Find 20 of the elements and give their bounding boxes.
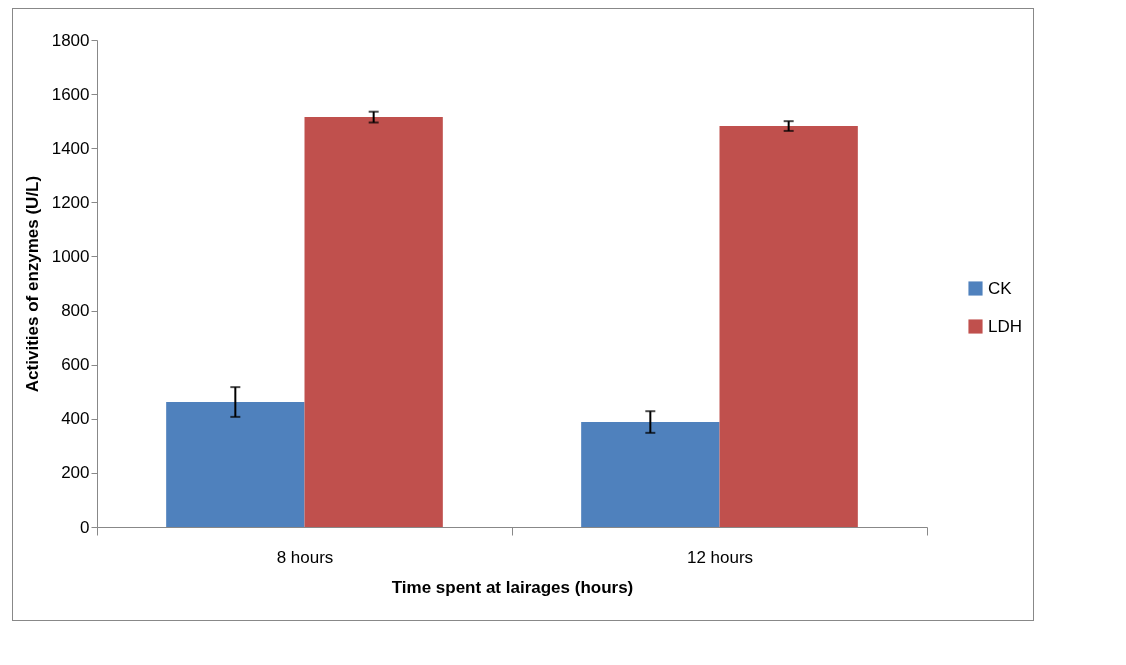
legend-label: LDH (988, 316, 1023, 336)
y-tick-label: 1000 (51, 246, 90, 266)
x-tick-label: 8 hours (276, 547, 334, 567)
legend-label: CK (988, 278, 1013, 298)
y-tick-label: 1800 (51, 30, 90, 50)
bar (719, 126, 858, 527)
bar (581, 422, 720, 527)
y-tick-label: 1400 (51, 138, 90, 158)
y-tick-label: 200 (61, 463, 90, 483)
y-tick-label: 600 (61, 355, 90, 375)
bar (166, 402, 305, 527)
y-tick-label: 400 (61, 409, 90, 429)
bar (304, 117, 443, 527)
y-tick-label: 1600 (51, 84, 90, 104)
x-axis-title: Time spent at lairages (hours) (391, 577, 634, 597)
x-tick-label: 12 hours (686, 547, 754, 567)
y-axis-title: Activities of enzymes (U/L) (22, 175, 42, 393)
y-tick-label: 0 (80, 517, 90, 537)
y-tick-label: 800 (61, 301, 90, 321)
y-tick-label: 1200 (51, 192, 90, 212)
